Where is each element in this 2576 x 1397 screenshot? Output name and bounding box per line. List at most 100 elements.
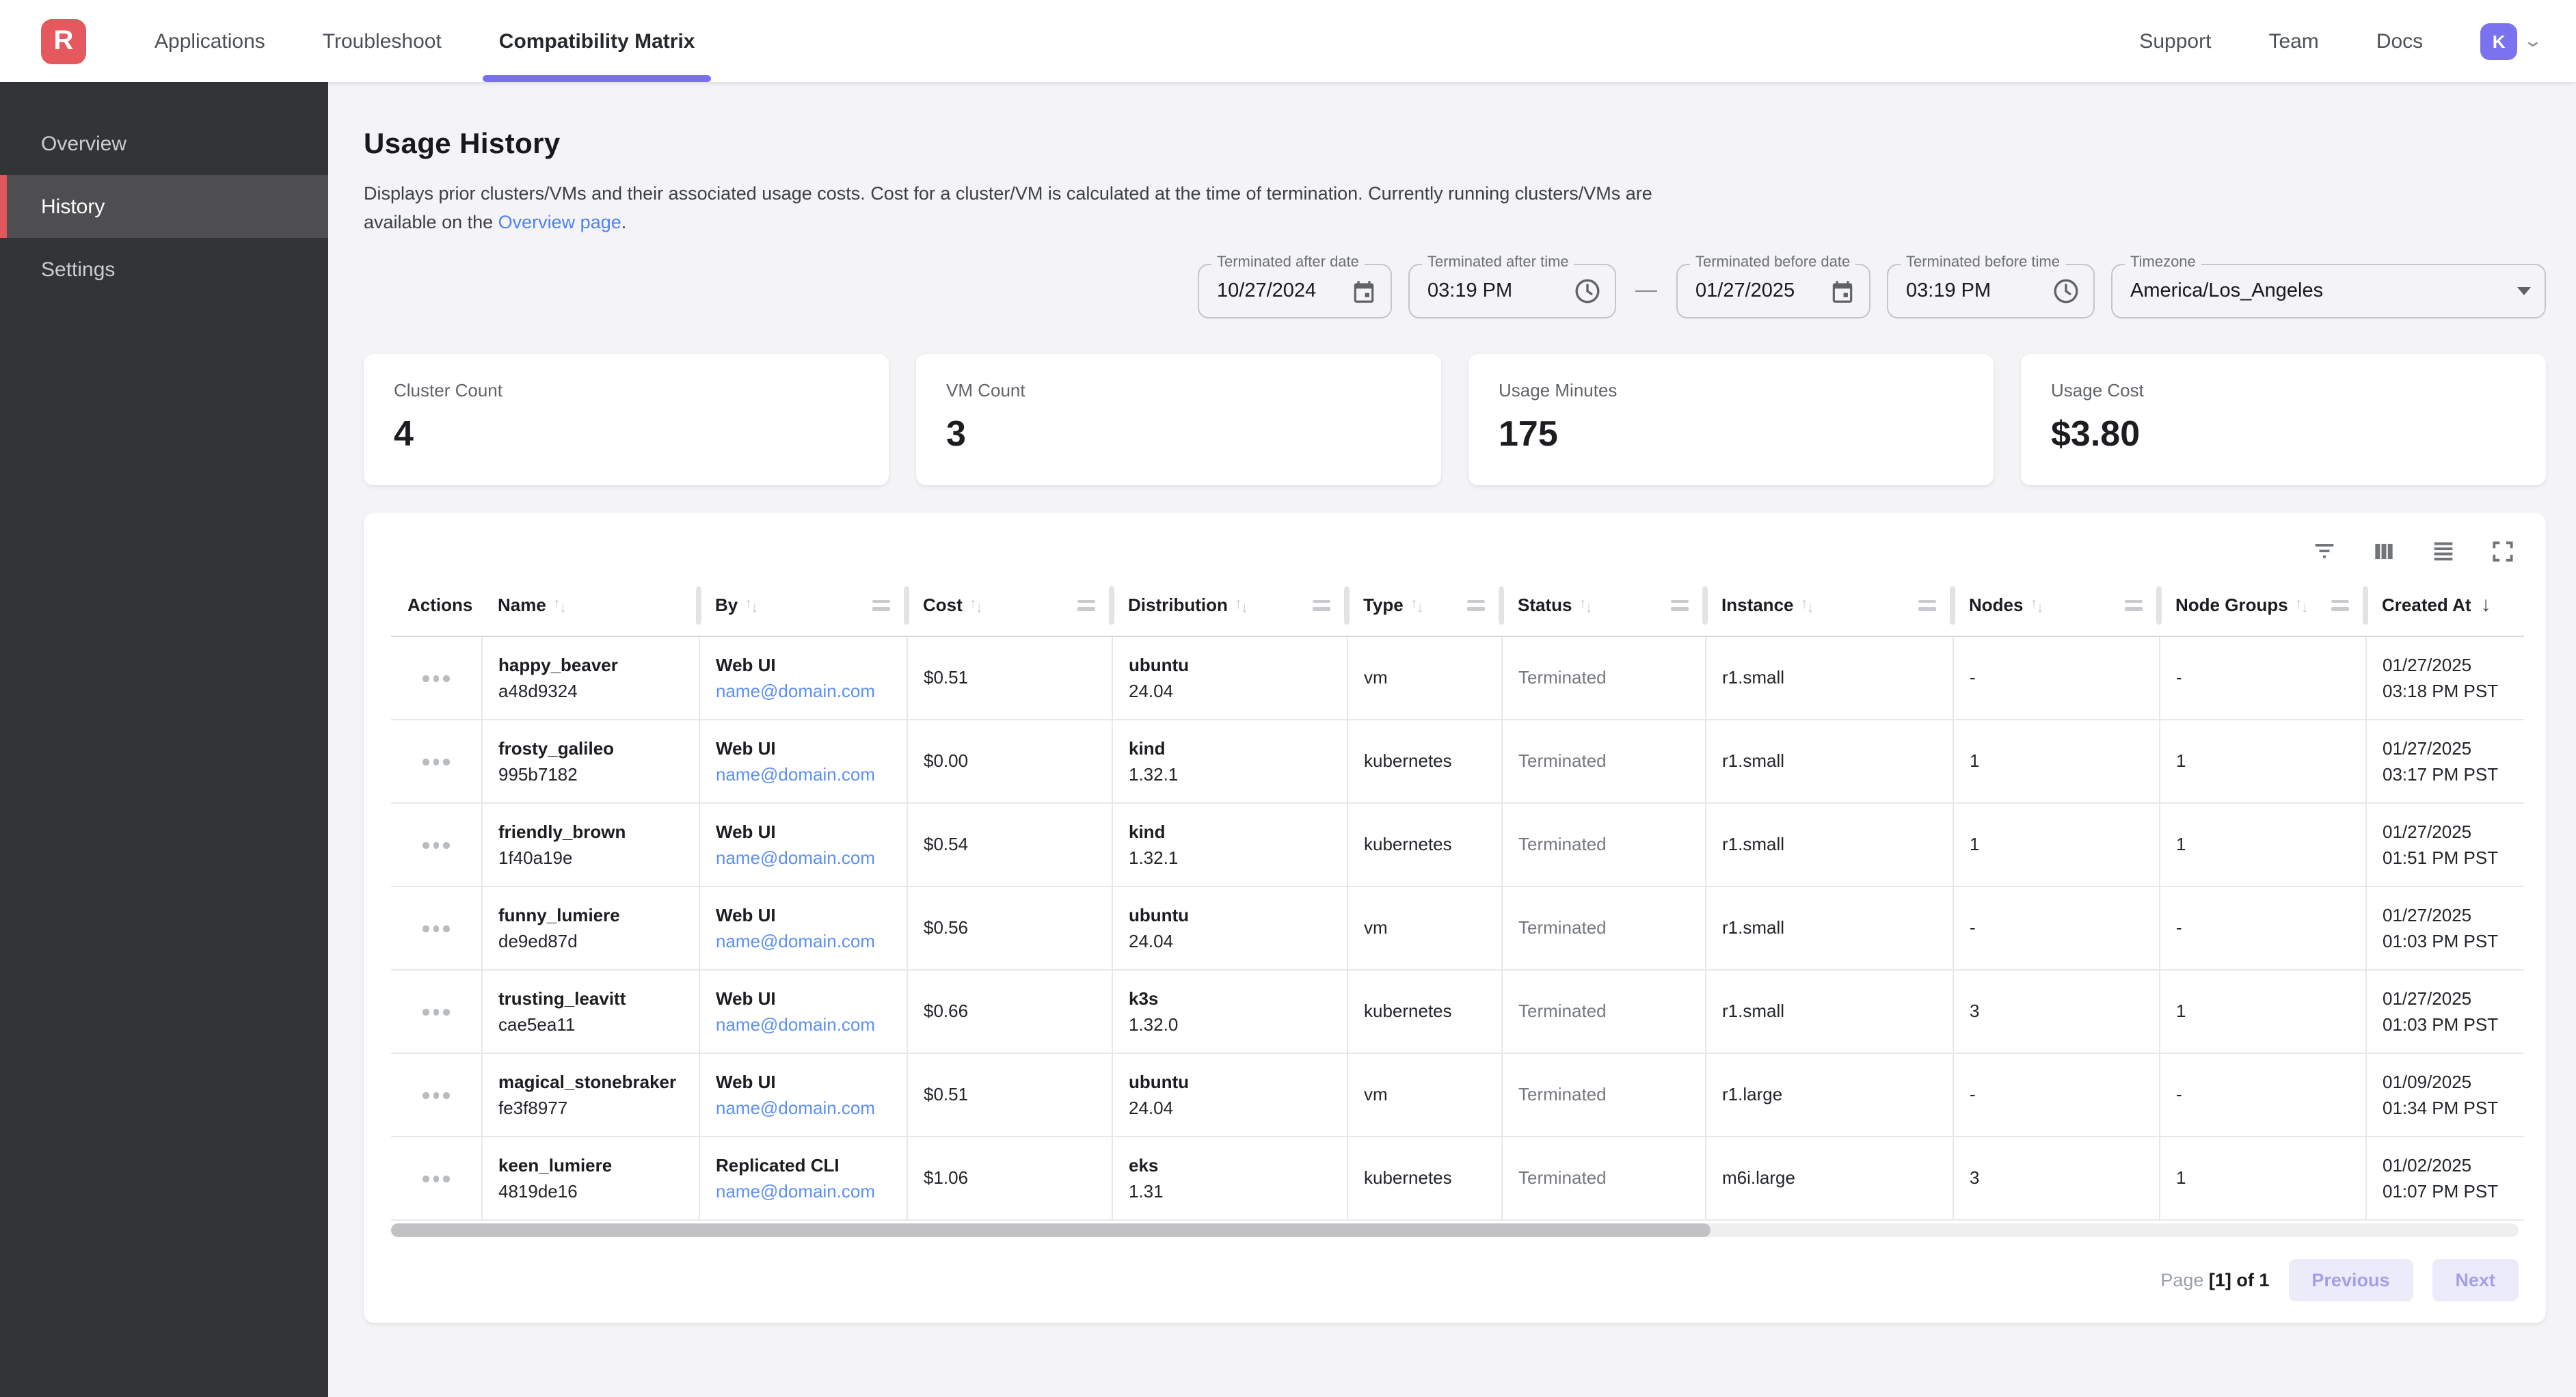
terminated-after-date-value[interactable]: 10/27/2024 bbox=[1217, 280, 1317, 302]
timezone-value[interactable]: America/Los_Angeles bbox=[2130, 280, 2324, 302]
column-header-status[interactable]: Status ↑ ↓ bbox=[1501, 575, 1708, 636]
name-cell: happy_beaver a48d9324 bbox=[481, 636, 699, 720]
created-date: 01/27/2025 bbox=[2383, 821, 2472, 841]
table-row[interactable]: frosty_galileo 995b7182 Web UI name@doma… bbox=[391, 719, 2524, 803]
next-page-button[interactable]: Next bbox=[2432, 1258, 2519, 1301]
column-header-distribution[interactable]: Distribution ↑ ↓ bbox=[1112, 575, 1350, 636]
horizontal-scrollbar[interactable] bbox=[391, 1223, 2519, 1236]
sort-icon[interactable]: ↑ ↓ bbox=[552, 596, 567, 617]
nav-item-compatibility-matrix[interactable]: Compatibility Matrix bbox=[480, 0, 714, 82]
terminated-before-time-field[interactable]: Terminated before time 03:19 PM bbox=[1887, 254, 2095, 318]
column-menu-icon[interactable] bbox=[872, 599, 901, 611]
table-row[interactable]: keen_lumiere 4819de16 Replicated CLI nam… bbox=[391, 1136, 2524, 1220]
row-actions-button[interactable] bbox=[414, 1167, 457, 1190]
cluster-name: funny_lumiere bbox=[498, 904, 620, 925]
clock-icon[interactable] bbox=[2033, 277, 2080, 305]
column-menu-icon[interactable] bbox=[1918, 599, 1947, 611]
terminated-before-date-value[interactable]: 01/27/2025 bbox=[1695, 280, 1795, 302]
terminated-after-date-field[interactable]: Terminated after date 10/27/2024 bbox=[1198, 254, 1392, 318]
filter-bar: Terminated after date 10/27/2024 Termina… bbox=[364, 254, 2546, 318]
row-actions-button[interactable] bbox=[414, 1084, 457, 1107]
created-at-cell: 01/27/2025 03:18 PM PST bbox=[2365, 636, 2524, 720]
created-by-email-link[interactable]: name@domain.com bbox=[716, 930, 876, 951]
created-by-email-link[interactable]: name@domain.com bbox=[716, 680, 876, 701]
cluster-id: 1f40a19e bbox=[498, 847, 573, 867]
nav-item-troubleshoot[interactable]: Troubleshoot bbox=[322, 29, 442, 53]
filter-icon[interactable] bbox=[2311, 537, 2338, 565]
stat-label: VM Count bbox=[946, 380, 1025, 401]
sort-icon[interactable]: ↑ ↓ bbox=[744, 596, 758, 617]
account-menu[interactable]: K ⌄ bbox=[2480, 23, 2543, 59]
sort-icon[interactable]: ↑ ↓ bbox=[1800, 596, 1814, 617]
table-row[interactable]: happy_beaver a48d9324 Web UI name@domain… bbox=[391, 636, 2524, 720]
created-time: 01:34 PM PST bbox=[2383, 1097, 2499, 1117]
column-menu-icon[interactable] bbox=[1671, 599, 1700, 611]
terminated-before-date-field[interactable]: Terminated before date 01/27/2025 bbox=[1676, 254, 1870, 318]
table-row[interactable]: friendly_brown 1f40a19e Web UI name@doma… bbox=[391, 802, 2524, 886]
column-header-type[interactable]: Type ↑ ↓ bbox=[1347, 575, 1504, 636]
replicated-logo[interactable]: R bbox=[41, 18, 86, 64]
calendar-icon[interactable] bbox=[1810, 278, 1855, 304]
column-menu-icon[interactable] bbox=[2125, 599, 2154, 611]
table-row[interactable]: trusting_leavitt cae5ea11 Web UI name@do… bbox=[391, 969, 2524, 1053]
column-menu-icon[interactable] bbox=[2331, 599, 2360, 611]
column-header-instance[interactable]: Instance ↑ ↓ bbox=[1705, 575, 1955, 636]
row-actions-button[interactable] bbox=[414, 750, 457, 773]
terminated-after-time-field[interactable]: Terminated after time 03:19 PM bbox=[1408, 254, 1616, 318]
terminated-before-time-value[interactable]: 03:19 PM bbox=[1906, 280, 1991, 302]
cluster-name: magical_stonebraker bbox=[498, 1071, 677, 1091]
created-by-email-link[interactable]: name@domain.com bbox=[716, 1014, 876, 1034]
column-menu-icon[interactable] bbox=[1313, 599, 1341, 611]
sidebar-item-overview[interactable]: Overview bbox=[41, 132, 127, 155]
density-icon[interactable] bbox=[2430, 537, 2457, 565]
scrollbar-thumb[interactable] bbox=[391, 1223, 1710, 1236]
column-menu-icon[interactable] bbox=[1077, 599, 1106, 611]
instance-cell: r1.small bbox=[1705, 802, 1953, 886]
instance-cell: r1.small bbox=[1705, 719, 1953, 803]
terminated-after-time-label: Terminated after time bbox=[1422, 254, 1574, 271]
distribution-version: 24.04 bbox=[1129, 1097, 1174, 1117]
sort-icon[interactable]: ↑ ↓ bbox=[2294, 596, 2309, 617]
table-row[interactable]: magical_stonebraker fe3f8977 Web UI name… bbox=[391, 1053, 2524, 1137]
column-menu-icon[interactable] bbox=[1467, 599, 1496, 611]
row-actions-button[interactable] bbox=[414, 917, 457, 940]
instance-cell: r1.small bbox=[1705, 969, 1953, 1053]
created-by-email-link[interactable]: name@domain.com bbox=[716, 1180, 876, 1201]
row-actions-button[interactable] bbox=[414, 1001, 457, 1023]
overview-page-link[interactable]: Overview page bbox=[498, 212, 621, 232]
nav-item-applications[interactable]: Applications bbox=[155, 29, 265, 53]
nav-link-support[interactable]: Support bbox=[2139, 29, 2212, 53]
row-actions-button[interactable] bbox=[414, 834, 457, 856]
avatar[interactable]: K bbox=[2480, 23, 2518, 59]
nav-link-team[interactable]: Team bbox=[2268, 29, 2319, 53]
sort-icon[interactable]: ↑ ↓ bbox=[1579, 596, 1592, 617]
timezone-select[interactable]: Timezone America/Los_Angeles bbox=[2111, 254, 2546, 318]
sort-icon[interactable]: ↑ ↓ bbox=[969, 596, 983, 617]
sort-icon[interactable]: ↑ ↓ bbox=[2030, 596, 2043, 617]
clock-icon[interactable] bbox=[1555, 277, 1601, 305]
row-actions-button[interactable] bbox=[414, 667, 457, 690]
sort-desc-icon[interactable]: ↓ bbox=[2480, 593, 2491, 617]
column-header-by[interactable]: By ↑ ↓ bbox=[699, 575, 909, 636]
terminated-after-time-value[interactable]: 03:19 PM bbox=[1427, 280, 1513, 302]
sidebar-item-history[interactable]: History bbox=[0, 175, 328, 238]
table-row[interactable]: funny_lumiere de9ed87d Web UI name@domai… bbox=[391, 886, 2524, 970]
column-header-nodes[interactable]: Nodes ↑ ↓ bbox=[1953, 575, 2162, 636]
column-header-name[interactable]: Name ↑ ↓ bbox=[481, 575, 701, 636]
status-cell: Terminated bbox=[1501, 969, 1706, 1053]
created-by-email-link[interactable]: name@domain.com bbox=[716, 847, 876, 867]
column-header-created-at[interactable]: Created At ↓ bbox=[2365, 575, 2524, 636]
sort-icon[interactable]: ↑ ↓ bbox=[1234, 596, 1248, 617]
created-by-email-link[interactable]: name@domain.com bbox=[716, 763, 876, 784]
columns-icon[interactable] bbox=[2371, 537, 2397, 565]
sort-icon[interactable]: ↑ ↓ bbox=[1410, 596, 1424, 617]
cluster-id: 995b7182 bbox=[498, 763, 578, 784]
nav-link-docs[interactable]: Docs bbox=[2376, 29, 2424, 53]
fullscreen-icon[interactable] bbox=[2490, 537, 2516, 565]
column-header-node-groups[interactable]: Node Groups ↑ ↓ bbox=[2159, 575, 2368, 636]
previous-page-button[interactable]: Previous bbox=[2288, 1258, 2413, 1301]
sidebar-item-settings[interactable]: Settings bbox=[41, 258, 116, 281]
column-header-cost[interactable]: Cost ↑ ↓ bbox=[907, 575, 1114, 636]
created-by-email-link[interactable]: name@domain.com bbox=[716, 1097, 876, 1117]
calendar-icon[interactable] bbox=[1332, 278, 1377, 304]
